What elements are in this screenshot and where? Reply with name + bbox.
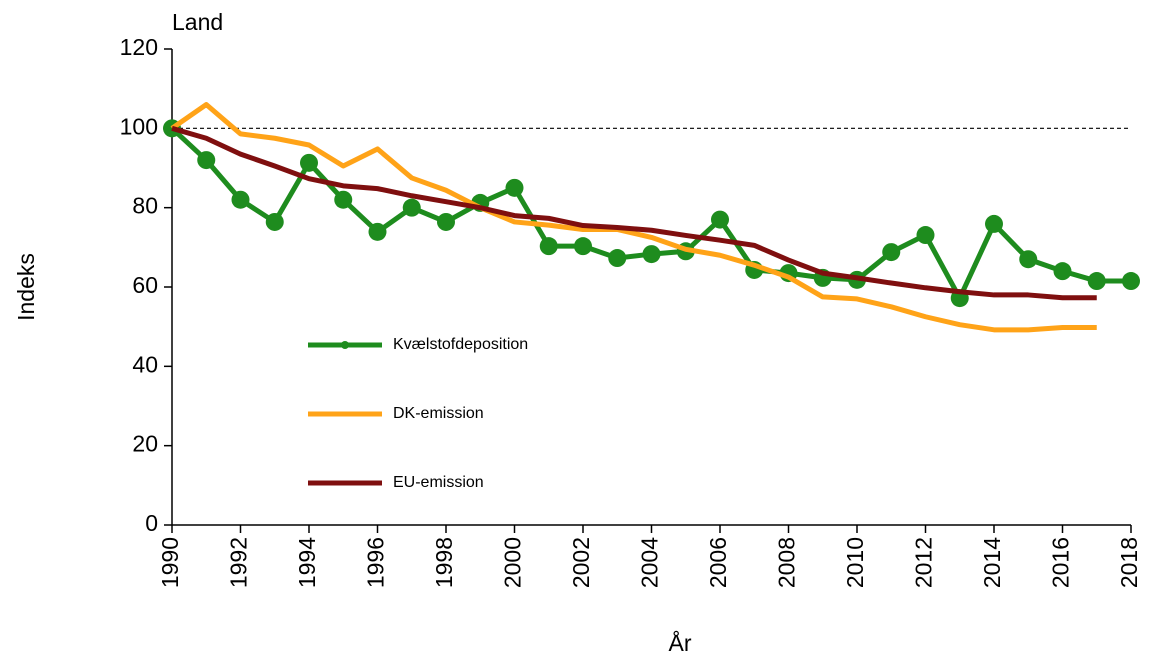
x-tick-label: 2010 [842,537,868,588]
series-marker [1122,272,1140,291]
series-marker [1053,262,1072,281]
series-marker [231,190,250,209]
x-tick-label: 1994 [294,537,320,588]
series-marker [1087,272,1106,291]
x-tick-label: 2012 [911,537,937,588]
x-tick-label: 1998 [431,537,457,588]
series-marker [711,210,729,229]
series-marker [574,237,592,256]
x-tick-label: 2000 [500,537,526,588]
series-marker [882,243,901,262]
series-marker [437,212,455,231]
x-tick-label: 2016 [1048,537,1074,588]
series-marker [985,214,1003,233]
y-axis-title: Indeks [13,253,39,321]
legend-marker [341,341,349,349]
y-tick-label: 60 [132,272,158,298]
legend-label: EU-emission [393,474,484,491]
series-marker [1019,250,1038,269]
series-marker [402,198,421,217]
series-marker [539,237,558,256]
series-line [170,126,1131,301]
series-marker [300,153,318,172]
series-marker [916,226,935,245]
y-tick-label: 100 [120,113,158,139]
series-marker [608,249,627,268]
x-tick-label: 2014 [979,537,1005,588]
series-marker [265,212,284,231]
x-tick-label: 2008 [774,537,800,588]
series-marker [368,222,387,241]
y-tick-label: 120 [120,34,158,60]
legend-label: DK-emission [393,405,484,422]
x-tick-label: 2004 [637,537,663,588]
series-marker [197,151,216,170]
x-tick-label: 1996 [363,537,389,588]
series-marker [505,178,524,197]
x-tick-label: 2006 [705,537,731,588]
series-line [171,125,1097,301]
y-tick-label: 80 [132,193,158,219]
y-tick-label: 0 [145,510,158,536]
x-tick-label: 2018 [1116,537,1142,588]
series-marker [334,190,353,209]
y-tick-label: 40 [132,351,158,377]
x-axis-title: År [669,629,692,656]
x-tick-label: 1990 [157,537,183,588]
chart-title: Land [172,9,223,35]
series-marker [642,245,661,264]
x-tick-label: 2002 [568,537,594,588]
series-line [170,102,1097,333]
legend-label: Kvælstofdeposition [393,336,528,353]
x-tick-label: 1992 [226,537,252,588]
y-tick-label: 20 [132,431,158,457]
